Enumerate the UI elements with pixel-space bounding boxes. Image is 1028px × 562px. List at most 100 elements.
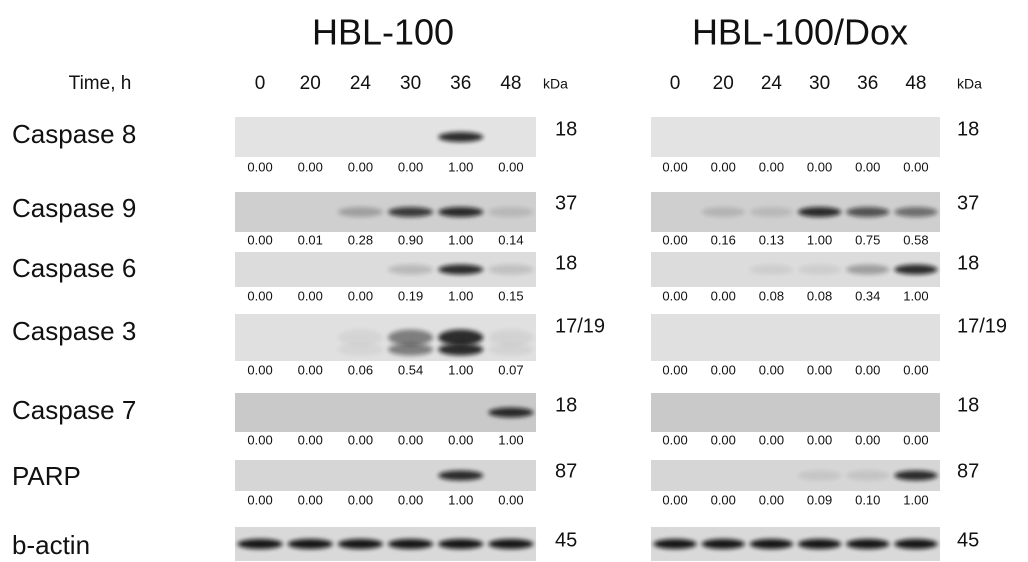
kda-value: 18 <box>555 394 577 416</box>
band <box>846 207 889 217</box>
band <box>338 207 383 217</box>
blot-strip <box>651 393 940 432</box>
band <box>438 330 483 346</box>
quant-value: 0.00 <box>807 159 832 174</box>
kda-value: 17/19 <box>555 315 605 337</box>
band <box>798 265 841 275</box>
quant-value: 1.00 <box>448 362 473 377</box>
quant-value: 0.00 <box>498 492 523 507</box>
blot-strip <box>235 117 536 157</box>
quant-value: 0.00 <box>662 362 687 377</box>
time-label: 30 <box>400 73 421 94</box>
quant-value: 0.00 <box>662 288 687 303</box>
kda-value: 18 <box>957 394 979 416</box>
blot-strip <box>651 314 940 361</box>
band <box>750 265 793 275</box>
band <box>846 265 889 275</box>
band <box>238 539 283 549</box>
time-label: 20 <box>713 73 734 94</box>
band <box>798 207 841 217</box>
kda-label: kDa <box>543 76 568 92</box>
quant-value: 0.00 <box>759 432 784 447</box>
quant-value: 0.00 <box>711 432 736 447</box>
band <box>338 330 383 346</box>
quant-value: 0.00 <box>247 232 272 247</box>
time-label: 0 <box>670 73 681 94</box>
quant-value: 1.00 <box>448 288 473 303</box>
quant-value: 1.00 <box>498 432 523 447</box>
quant-value: 0.09 <box>807 492 832 507</box>
quant-value: 0.00 <box>448 432 473 447</box>
panel-title: HBL-100/Dox <box>692 12 908 53</box>
band <box>388 207 433 217</box>
protein-label: Caspase 3 <box>12 316 136 346</box>
quant-value: 1.00 <box>903 288 928 303</box>
quant-value: 0.00 <box>711 492 736 507</box>
time-label: 48 <box>500 73 521 94</box>
quant-value: 0.00 <box>298 159 323 174</box>
kda-value: 18 <box>555 252 577 274</box>
quant-value: 0.00 <box>247 492 272 507</box>
time-label: 48 <box>905 73 926 94</box>
band <box>846 471 889 481</box>
quant-value: 0.00 <box>759 492 784 507</box>
quant-value: 1.00 <box>448 492 473 507</box>
protein-label: PARP <box>12 461 81 491</box>
band <box>488 265 533 275</box>
kda-value: 45 <box>957 529 979 551</box>
quant-value: 0.34 <box>855 288 880 303</box>
figure: Time, h Caspase 8Caspase 9Caspase 6Caspa… <box>0 0 1028 562</box>
kda-value: 87 <box>957 460 979 482</box>
quant-value: 0.00 <box>247 362 272 377</box>
quant-value: 0.00 <box>711 159 736 174</box>
kda-label: kDa <box>957 76 982 92</box>
band <box>438 539 483 549</box>
quant-value: 0.00 <box>662 432 687 447</box>
time-label: 20 <box>300 73 321 94</box>
band <box>388 265 433 275</box>
protein-label: Caspase 7 <box>12 395 136 425</box>
quant-value: 0.00 <box>398 432 423 447</box>
quant-value: 0.00 <box>903 362 928 377</box>
band <box>702 207 745 217</box>
quant-value: 0.16 <box>711 232 736 247</box>
quant-value: 0.00 <box>247 288 272 303</box>
quant-value: 0.00 <box>298 432 323 447</box>
kda-value: 37 <box>555 192 577 214</box>
band <box>288 539 333 549</box>
quant-value: 0.00 <box>711 362 736 377</box>
quant-value: 0.08 <box>807 288 832 303</box>
quant-value: 0.19 <box>398 288 423 303</box>
quant-value: 0.07 <box>498 362 523 377</box>
kda-value: 45 <box>555 529 577 551</box>
protein-label: Caspase 8 <box>12 119 136 149</box>
band <box>798 539 841 549</box>
blot-strip <box>235 460 536 491</box>
time-label: 24 <box>350 73 372 94</box>
quant-value: 0.00 <box>662 232 687 247</box>
band <box>488 408 533 418</box>
quant-value: 0.00 <box>711 288 736 303</box>
band <box>894 471 937 481</box>
kda-value: 87 <box>555 460 577 482</box>
band <box>338 344 383 356</box>
band <box>388 330 433 346</box>
band <box>750 539 793 549</box>
time-label: 24 <box>761 73 783 94</box>
protein-label: Caspase 6 <box>12 253 136 283</box>
quant-value: 1.00 <box>448 159 473 174</box>
band <box>388 539 433 549</box>
quant-value: 0.28 <box>348 232 373 247</box>
band <box>488 344 533 356</box>
band <box>488 207 533 217</box>
kda-value: 17/19 <box>957 315 1007 337</box>
quant-value: 0.00 <box>903 432 928 447</box>
time-label: 0 <box>255 73 266 94</box>
quant-value: 0.75 <box>855 232 880 247</box>
band <box>653 539 696 549</box>
kda-value: 18 <box>555 118 577 140</box>
quant-value: 0.00 <box>807 362 832 377</box>
quant-value: 0.00 <box>348 288 373 303</box>
quant-value: 0.00 <box>807 432 832 447</box>
quant-value: 0.00 <box>247 432 272 447</box>
